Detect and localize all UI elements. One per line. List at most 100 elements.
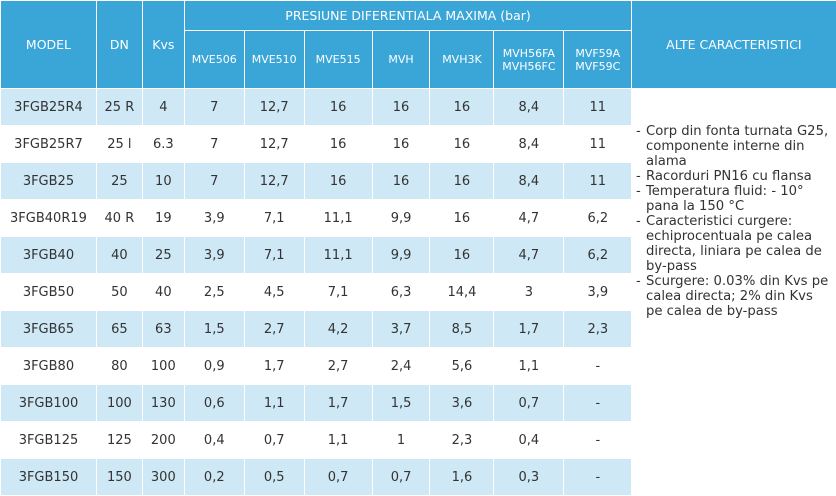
note-text: pana la 150 °C <box>646 199 745 214</box>
pressure-cell: 7 <box>183 162 245 200</box>
pressure-cell: 7,1 <box>303 273 373 311</box>
header-sub-3: MVH <box>371 30 431 89</box>
model-cell: 3FGB40R19 <box>0 199 97 237</box>
model-cell: 3FGB65 <box>0 310 97 348</box>
note-line: - Scurgere: 0.03% din Kvs pe <box>636 274 836 289</box>
pressure-cell: 16 <box>429 236 495 274</box>
kvs-cell: 200 <box>141 421 185 459</box>
header-model: MODEL <box>0 0 97 89</box>
note-line: by-pass <box>636 259 836 274</box>
note-dash <box>636 229 646 244</box>
pressure-cell: 0,7 <box>493 384 565 422</box>
note-text: Corp din fonta turnata G25, <box>646 124 829 139</box>
note-dash: - <box>636 169 641 184</box>
pressure-cell: 7,1 <box>243 199 305 237</box>
pressure-cell: 16 <box>429 125 495 163</box>
dn-cell: 150 <box>95 458 143 496</box>
model-cell: 3FGB150 <box>0 458 97 496</box>
table-row: 3FGB50 50 40 2,5 4,5 7,1 6,3 14,4 3 3,9 <box>0 273 836 311</box>
pressure-cell: - <box>563 347 633 385</box>
note-line: pana la 150 °C <box>636 199 836 214</box>
dn-cell: 40 R <box>95 199 143 237</box>
pressure-cell: 7 <box>183 125 245 163</box>
kvs-cell: 63 <box>141 310 185 348</box>
pressure-cell: 2,3 <box>429 421 495 459</box>
pressure-cell: 2,5 <box>183 273 245 311</box>
notes-column-cell <box>631 458 836 496</box>
notes-column-cell <box>631 347 836 385</box>
pressure-cell: 1,6 <box>429 458 495 496</box>
note-line: - Caracteristici curgere: <box>636 214 836 229</box>
pressure-cell: 8,5 <box>429 310 495 348</box>
pressure-cell: 1,7 <box>493 310 565 348</box>
pressure-cell: 4,2 <box>303 310 373 348</box>
pressure-cell: 0,7 <box>303 458 373 496</box>
kvs-cell: 40 <box>141 273 185 311</box>
model-cell: 3FGB40 <box>0 236 97 274</box>
note-dash: - <box>636 184 641 199</box>
note-text: alama <box>646 154 687 169</box>
table-row: 3FGB150 150 300 0,2 0,5 0,7 0,7 1,6 0,3- <box>0 458 836 496</box>
header-sub-0: MVE506 <box>183 30 245 89</box>
pressure-cell: 0,3 <box>493 458 565 496</box>
dn-cell: 25 R <box>95 88 143 126</box>
note-dash <box>636 289 646 304</box>
pressure-cell: 16 <box>303 125 373 163</box>
pressure-cell: 11 <box>563 125 633 163</box>
notes-column-cell <box>631 88 836 126</box>
pressure-cell: 2,7 <box>243 310 305 348</box>
pressure-cell: 3,9 <box>183 199 245 237</box>
pressure-cell: 0,7 <box>371 458 431 496</box>
pressure-cell: 16 <box>429 88 495 126</box>
table-row: 3FGB80 80 100 0,9 1,7 2,7 2,4 5,6 1,1- <box>0 347 836 385</box>
kvs-cell: 25 <box>141 236 185 274</box>
pressure-cell: 0,5 <box>243 458 305 496</box>
dn-cell: 125 <box>95 421 143 459</box>
pressure-cell: 0,7 <box>243 421 305 459</box>
note-line: componente interne din <box>636 139 836 154</box>
pressure-cell: 2,3 <box>563 310 633 348</box>
model-cell: 3FGB100 <box>0 384 97 422</box>
model-cell: 3FGB125 <box>0 421 97 459</box>
pressure-cell: 12,7 <box>243 88 305 126</box>
pressure-cell: 16 <box>303 88 373 126</box>
notes-column-cell <box>631 384 836 422</box>
note-line: pe calea de by-pass <box>636 304 836 319</box>
model-cell: 3FGB80 <box>0 347 97 385</box>
kvs-cell: 100 <box>141 347 185 385</box>
pressure-cell: 11 <box>563 88 633 126</box>
note-line: - Temperatura fluid: - 10° <box>636 184 836 199</box>
pressure-cell: 1,1 <box>243 384 305 422</box>
model-cell: 3FGB25R4 <box>0 88 97 126</box>
model-cell: 3FGB25R7 <box>0 125 97 163</box>
table-row: 3FGB40 40 25 3,9 7,1 11,1 9,9 16 4,7 6,2 <box>0 236 836 274</box>
pressure-cell: 6,2 <box>563 199 633 237</box>
pressure-cell: - <box>563 421 633 459</box>
other-characteristics-notes: - Corp din fonta turnata G25, componente i… <box>636 124 836 319</box>
note-text: by-pass <box>646 259 697 274</box>
pressure-cell: 3,6 <box>429 384 495 422</box>
pressure-cell: 12,7 <box>243 125 305 163</box>
pressure-cell: 6,2 <box>563 236 633 274</box>
pressure-cell: 3 <box>493 273 565 311</box>
pressure-cell: 12,7 <box>243 162 305 200</box>
pressure-cell: 4,5 <box>243 273 305 311</box>
header-sub-1: MVE510 <box>243 30 305 89</box>
dn-cell: 65 <box>95 310 143 348</box>
pressure-cell: 8,4 <box>493 88 565 126</box>
pressure-cell: 1,1 <box>493 347 565 385</box>
pressure-cell: 8,4 <box>493 162 565 200</box>
note-dash: - <box>636 214 641 229</box>
kvs-cell: 130 <box>141 384 185 422</box>
pressure-cell: 1 <box>371 421 431 459</box>
note-line: echiprocentuala pe calea <box>636 229 836 244</box>
table-row: 3FGB25R7 25 l 6.3 7 12,7 16 16 16 8,4 11 <box>0 125 836 163</box>
pressure-cell: 16 <box>429 162 495 200</box>
table-row: 3FGB125 125 200 0,4 0,7 1,1 1 2,3 0,4- <box>0 421 836 459</box>
note-dash <box>636 199 646 214</box>
table-row: 3FGB25 25 10 7 12,7 16 16 16 8,4 11 <box>0 162 836 200</box>
pressure-cell: 0,4 <box>493 421 565 459</box>
pressure-cell: 1,5 <box>371 384 431 422</box>
